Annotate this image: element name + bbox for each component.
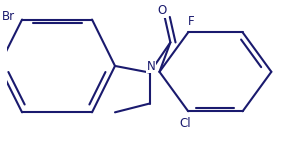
Text: Cl: Cl (179, 117, 191, 130)
Text: O: O (157, 4, 166, 17)
Text: F: F (188, 15, 194, 28)
Text: Br: Br (2, 10, 15, 23)
Text: N: N (147, 60, 155, 73)
